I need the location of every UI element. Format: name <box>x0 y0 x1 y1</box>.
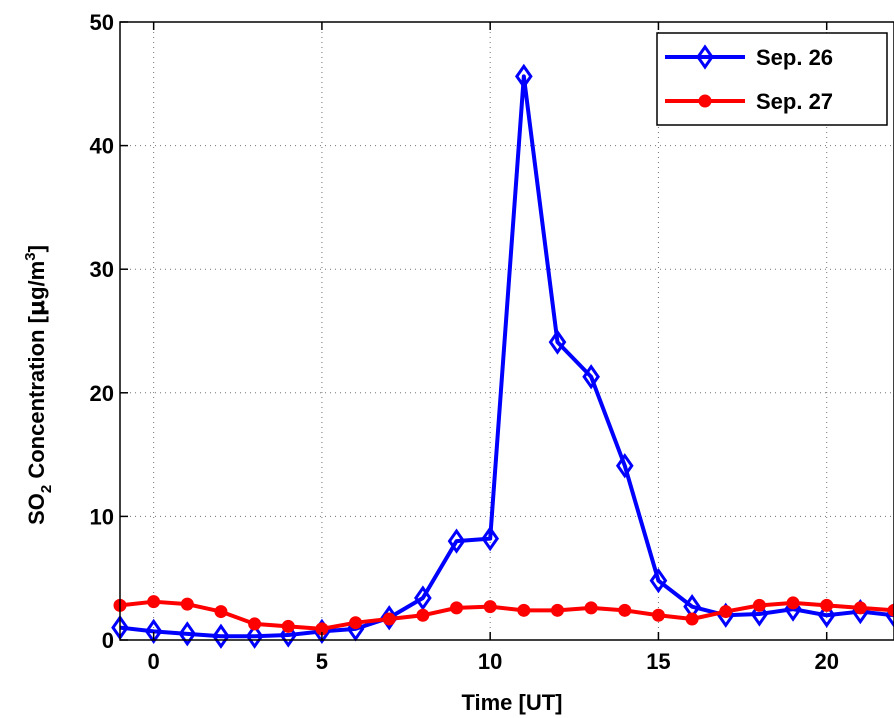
data-point-circle <box>214 605 228 619</box>
data-point-circle <box>887 603 894 617</box>
data-point-circle <box>349 616 363 630</box>
data-point-diamond <box>144 618 163 644</box>
legend-marker-circle <box>698 94 712 108</box>
data-point-diamond <box>481 526 500 552</box>
data-point-diamond <box>178 621 197 647</box>
x-tick-label: 10 <box>478 649 502 674</box>
data-point-diamond <box>380 605 399 631</box>
data-point-circle <box>281 619 295 633</box>
data-point-diamond <box>279 622 298 648</box>
data-point-diamond <box>548 329 567 355</box>
data-point-circle <box>853 601 867 615</box>
data-point-circle <box>450 601 464 615</box>
data-point-circle <box>180 597 194 611</box>
y-tick-label: 30 <box>90 257 114 282</box>
data-point-circle <box>416 608 430 622</box>
data-point-circle <box>584 601 598 615</box>
data-point-circle <box>786 596 800 610</box>
x-tick-label: 15 <box>646 649 670 674</box>
axis-ticks: 0 5 10 15 20 0 10 20 30 40 50 <box>90 10 839 674</box>
data-point-circle <box>618 603 632 617</box>
y-tick-label: 40 <box>90 134 114 159</box>
legend: Sep. 26 Sep. 27 <box>656 32 888 126</box>
data-point-diamond <box>582 364 600 390</box>
data-point-diamond <box>414 585 432 611</box>
data-point-diamond <box>447 528 466 554</box>
series-line-sep-27 <box>119 599 894 631</box>
data-point-circle <box>685 612 699 626</box>
y-tick-label: 10 <box>90 504 114 529</box>
data-point-circle <box>719 605 733 619</box>
data-point-diamond <box>750 601 769 627</box>
legend-box <box>656 32 888 126</box>
y-axis-title: SO2 Concentration [μg/m3] <box>22 245 55 525</box>
data-point-circle <box>651 608 665 622</box>
data-point-circle <box>752 598 766 612</box>
data-point-diamond <box>615 453 634 479</box>
data-point-circle <box>147 595 161 609</box>
x-tick-label: 20 <box>814 649 838 674</box>
legend-label-sep27: Sep. 27 <box>756 89 833 114</box>
legend-entry-sep26: Sep. 26 <box>665 44 833 70</box>
legend-entry-sep27: Sep. 27 <box>665 89 833 114</box>
data-point-diamond <box>817 602 836 628</box>
legend-label-sep26: Sep. 26 <box>756 45 833 70</box>
plot-area <box>111 63 894 649</box>
data-point-diamond <box>212 623 230 649</box>
series-line-sep-26 <box>119 74 894 639</box>
data-point-diamond <box>245 623 264 649</box>
x-axis-title: Time [UT] <box>461 690 562 715</box>
x-tick-label: 0 <box>148 649 160 674</box>
y-tick-label: 20 <box>90 381 114 406</box>
data-point-diamond <box>649 568 668 594</box>
data-point-circle <box>382 612 396 626</box>
legend-marker-diamond <box>696 44 714 70</box>
data-point-circle <box>820 598 834 612</box>
data-point-circle <box>517 603 531 617</box>
axes-frame <box>119 21 894 641</box>
data-point-circle <box>550 603 564 617</box>
y-tick-label: 0 <box>102 628 114 653</box>
data-point-circle <box>248 617 262 631</box>
y-tick-label: 50 <box>90 10 114 35</box>
data-point-circle <box>483 600 497 614</box>
x-tick-label: 5 <box>316 649 328 674</box>
data-point-diamond <box>514 63 533 89</box>
